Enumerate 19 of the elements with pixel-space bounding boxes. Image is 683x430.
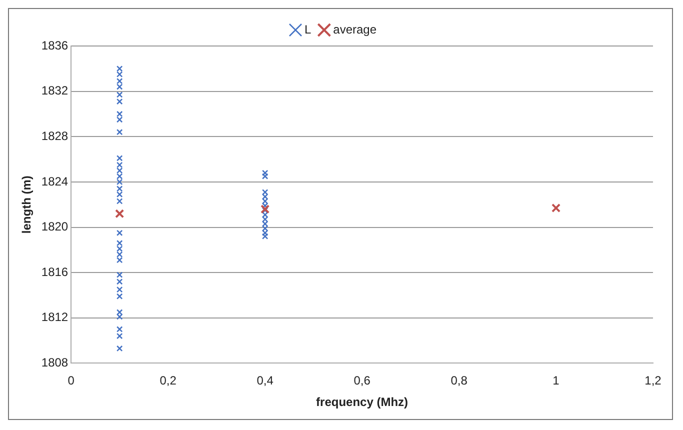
x-tick-label: 0: [68, 374, 75, 388]
x-axis-title: frequency (Mhz): [316, 395, 408, 410]
x-tick-label: 1,2: [644, 374, 662, 388]
y-tick-label: 1832: [41, 84, 68, 98]
y-tick-label: 1820: [41, 220, 68, 234]
legend-label: average: [333, 22, 377, 36]
x-tick-label: 0,8: [450, 374, 468, 388]
x-tick-label: 0,6: [354, 374, 371, 388]
y-tick-label: 1824: [41, 174, 68, 188]
x-tick-label: 0,2: [160, 374, 177, 388]
y-axis-title: length (m): [20, 176, 34, 234]
y-tick-label: 1828: [41, 128, 68, 143]
y-tick-label: 1836: [41, 38, 68, 52]
y-tick-label: 1808: [41, 356, 68, 370]
x-tick-label: 1: [552, 374, 560, 388]
y-tick-label: 1812: [41, 310, 68, 324]
legend-label: L: [304, 22, 312, 36]
y-tick-label: 1816: [41, 264, 68, 279]
x-tick-label: 0,4: [256, 374, 274, 388]
